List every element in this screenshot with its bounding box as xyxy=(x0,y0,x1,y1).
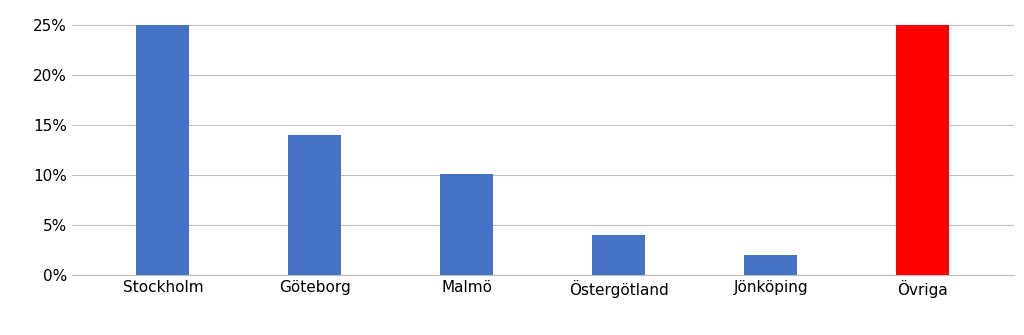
Bar xyxy=(136,25,189,275)
Bar xyxy=(896,25,949,275)
Bar xyxy=(288,135,341,275)
Bar xyxy=(592,235,645,275)
Bar xyxy=(744,255,798,275)
Bar xyxy=(440,174,494,275)
